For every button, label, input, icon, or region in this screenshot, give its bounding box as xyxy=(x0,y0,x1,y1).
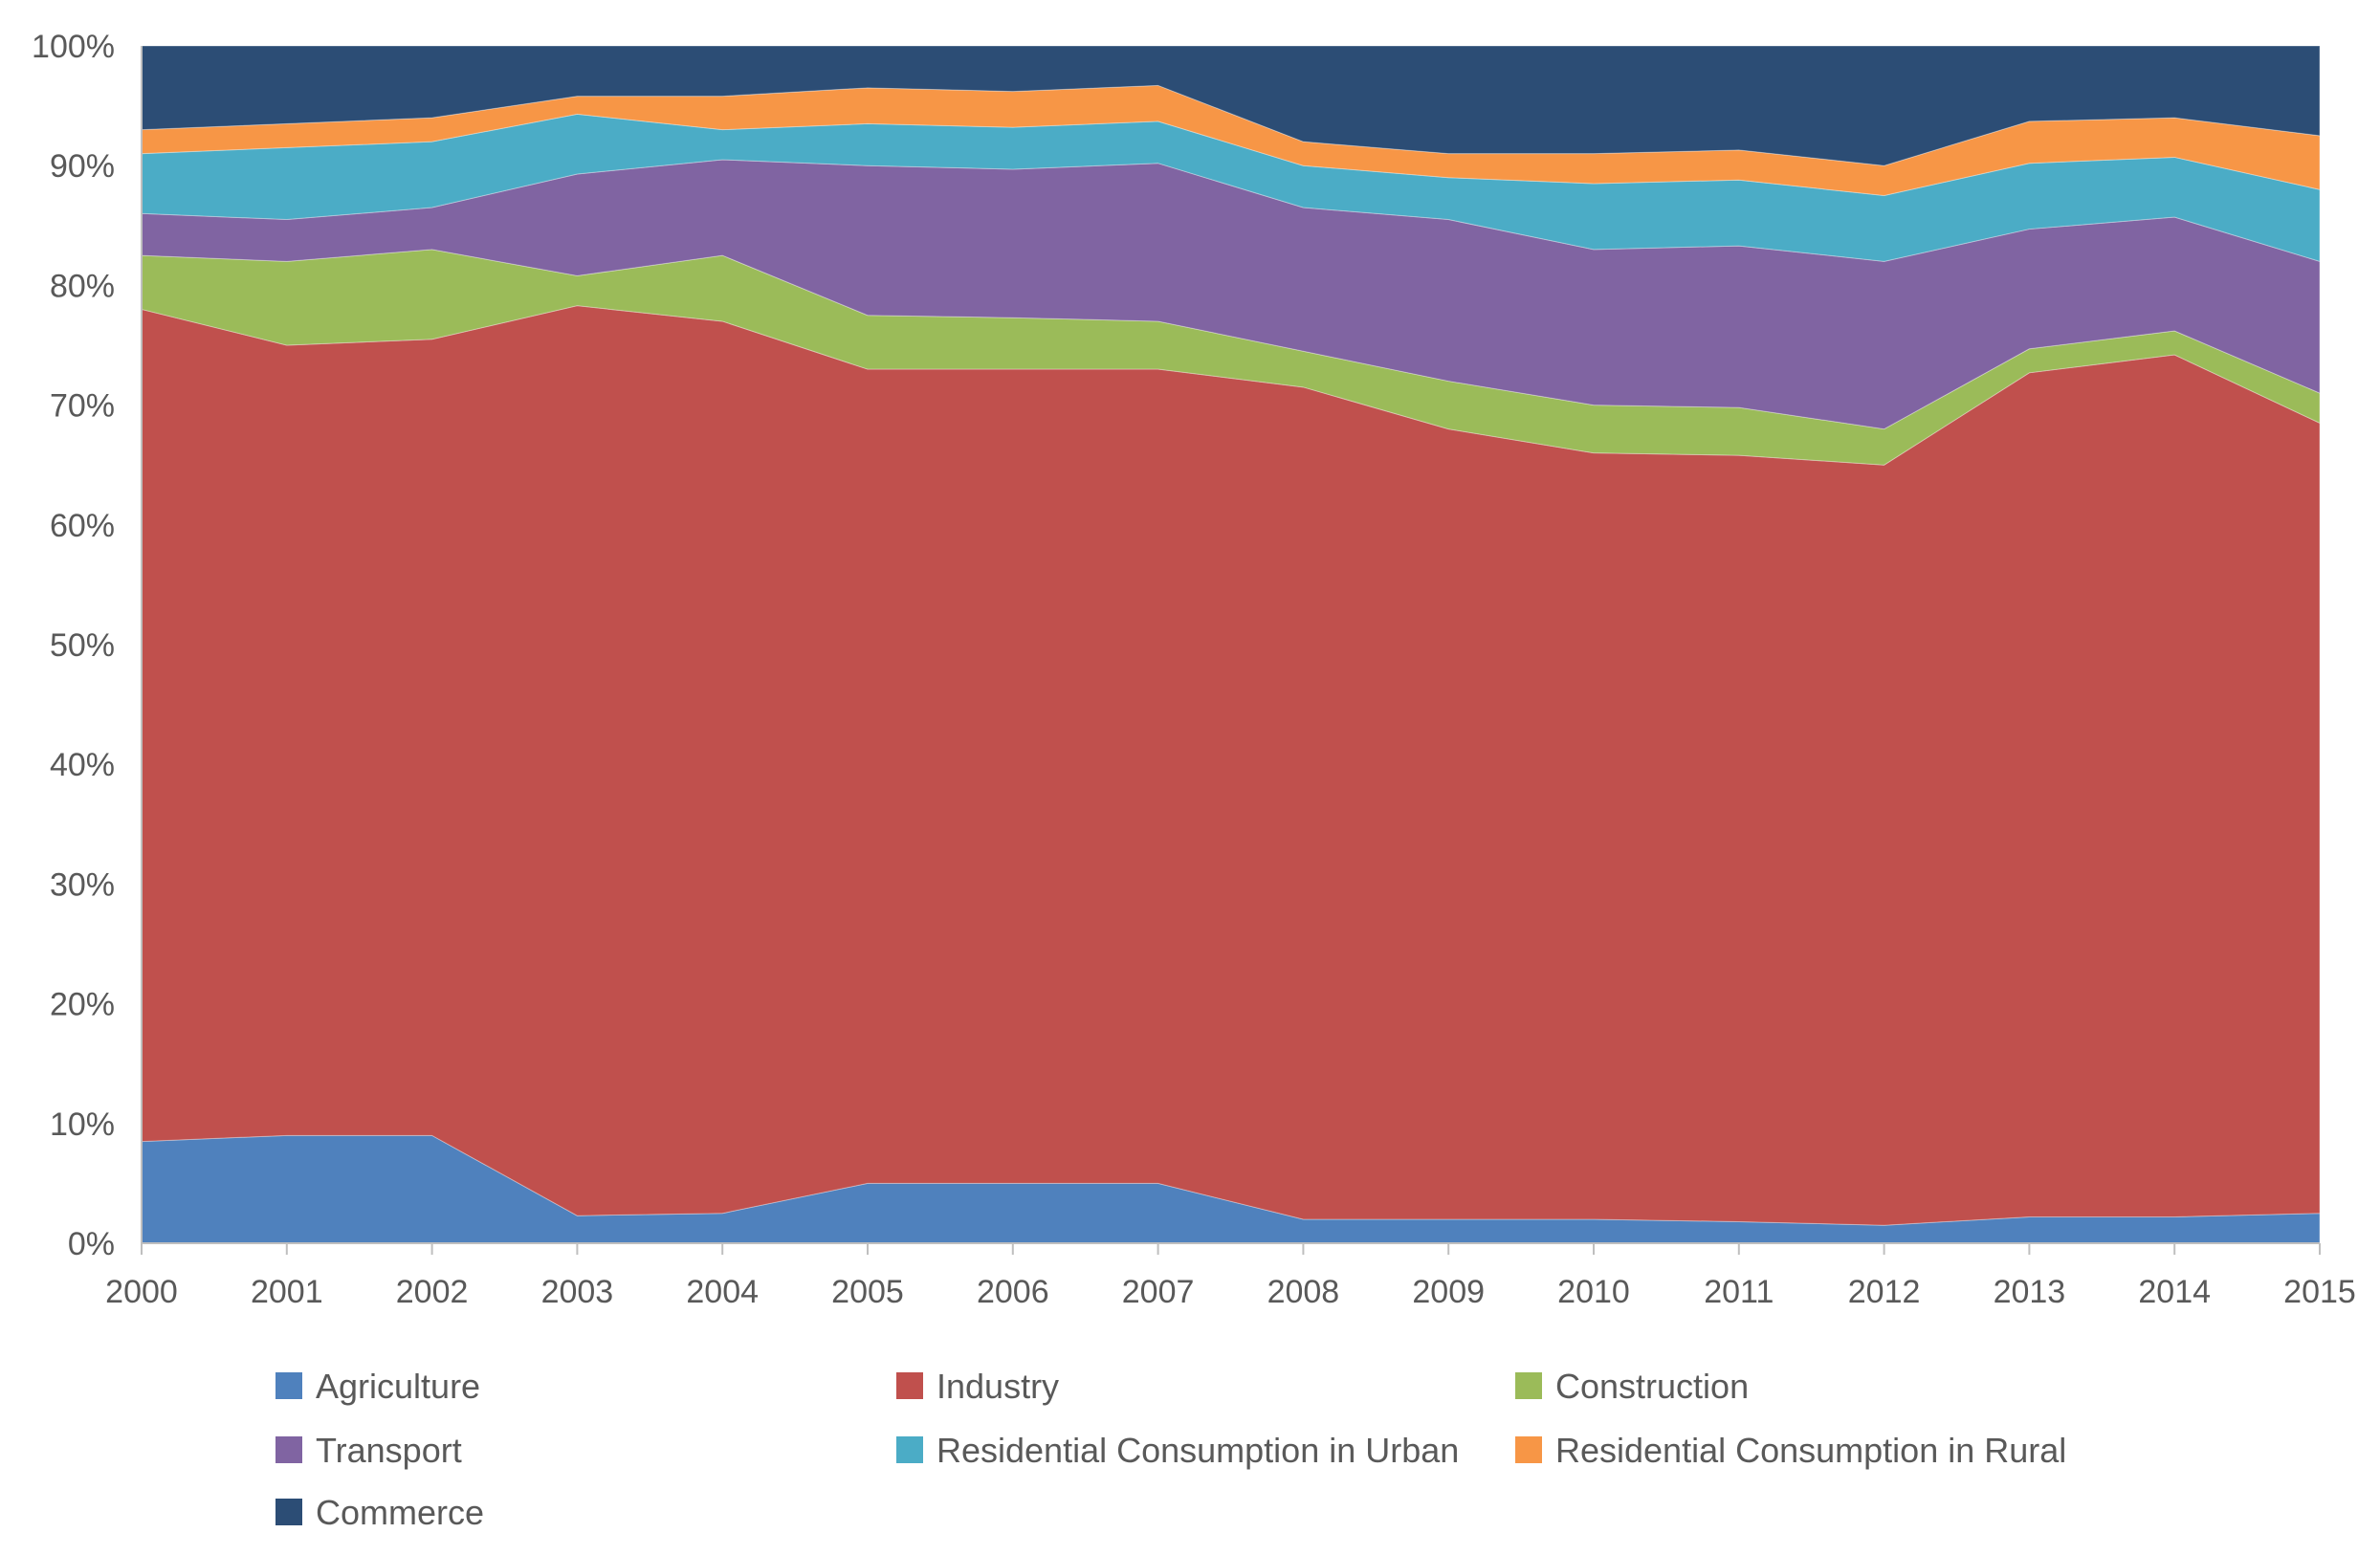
legend-swatch xyxy=(896,1436,923,1463)
legend-label: Agriculture xyxy=(316,1367,480,1406)
x-tick-label: 2012 xyxy=(1848,1274,1921,1310)
x-tick-label: 2010 xyxy=(1557,1274,1630,1310)
y-tick-label: 20% xyxy=(50,987,115,1023)
area-industry xyxy=(141,305,2321,1226)
x-tick-label: 2005 xyxy=(831,1274,904,1310)
area-residential-consumption-in-rural xyxy=(141,84,2321,197)
y-tick-label: 100% xyxy=(32,29,115,65)
x-tick-label: 2015 xyxy=(2283,1274,2356,1310)
legend-swatch xyxy=(275,1436,302,1463)
legend-swatch xyxy=(1515,1372,1542,1399)
x-tick-label: 2008 xyxy=(1267,1274,1340,1310)
y-tick-label: 0% xyxy=(68,1226,115,1262)
legend-item-residential-consumption-in-rural: Residential Consumption in Rural xyxy=(1515,1431,2066,1470)
x-tick-label: 2002 xyxy=(396,1274,469,1310)
legend-label: Residential Consumption in Urban xyxy=(937,1431,1459,1470)
y-tick-label: 40% xyxy=(50,747,115,783)
legend-swatch xyxy=(275,1499,302,1525)
legend-swatch xyxy=(896,1372,923,1399)
x-tick-label: 2007 xyxy=(1122,1274,1195,1310)
x-tick-label: 2000 xyxy=(105,1274,178,1310)
x-tick-label: 2003 xyxy=(541,1274,614,1310)
legend-label: Residential Consumption in Rural xyxy=(1555,1431,2066,1470)
area-transport xyxy=(141,159,2321,430)
x-tick-label: 2011 xyxy=(1704,1274,1774,1310)
x-tick-label: 2014 xyxy=(2138,1274,2211,1310)
y-tick-label: 90% xyxy=(50,148,115,185)
x-tick-label: 2004 xyxy=(686,1274,759,1310)
legend-label: Transport xyxy=(316,1431,462,1470)
y-tick-label: 30% xyxy=(50,866,115,903)
legend-item-agriculture: Agriculture xyxy=(275,1367,480,1406)
x-tick-label: 2009 xyxy=(1412,1274,1485,1310)
axes xyxy=(141,46,2320,1244)
y-tick-label: 50% xyxy=(50,627,115,664)
legend-item-residential-consumption-in-urban: Residential Consumption in Urban xyxy=(896,1431,1459,1470)
plot-areas xyxy=(141,45,2321,1244)
legend-label: Commerce xyxy=(316,1493,484,1532)
legend-item-industry: Industry xyxy=(896,1367,1059,1406)
y-tick-label: 80% xyxy=(50,268,115,304)
legend-item-transport: Transport xyxy=(275,1431,462,1470)
y-tick-label: 70% xyxy=(50,388,115,425)
legend-swatch xyxy=(275,1372,302,1399)
x-axis-ticks: 2000 2001 2002 2003 2004 2005 2006 2007 2008 2009… xyxy=(105,1243,2356,1310)
legend-label: Construction xyxy=(1555,1367,1749,1406)
legend-item-construction: Construction xyxy=(1515,1367,1749,1406)
legend-label: Industry xyxy=(937,1367,1059,1406)
x-tick-label: 2001 xyxy=(251,1274,323,1310)
x-tick-label: 2013 xyxy=(1994,1274,2066,1310)
y-tick-label: 10% xyxy=(50,1106,115,1143)
y-tick-label: 60% xyxy=(50,508,115,544)
y-axis-ticks: 0% 10% 20% 30% 40% 50% 60% 70% 80% 90% 100% xyxy=(32,29,115,1262)
x-tick-label: 2006 xyxy=(977,1274,1049,1310)
area-commerce xyxy=(141,45,2321,166)
legend-swatch xyxy=(1515,1436,1542,1463)
legend: Agriculture Industry Construction Transport… xyxy=(275,1367,2066,1532)
legend-item-commerce: Commerce xyxy=(275,1493,484,1532)
